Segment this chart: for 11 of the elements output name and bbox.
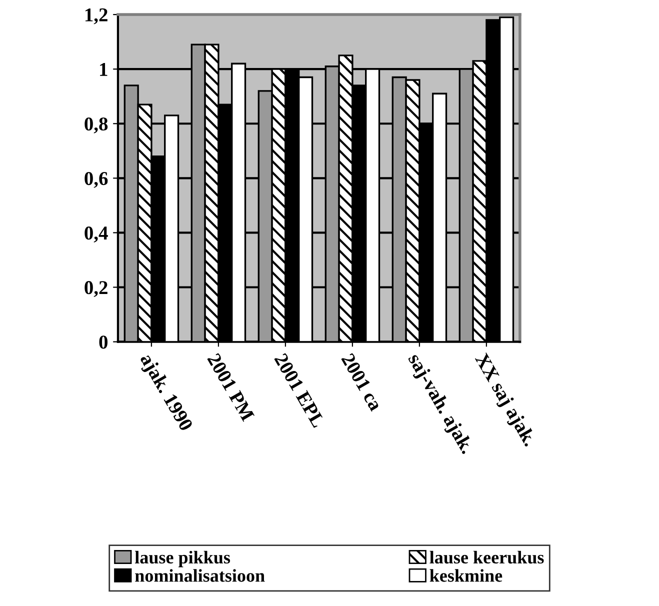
y-tick-label: 0,4 (84, 226, 108, 242)
legend-label: lause keerukus (430, 550, 544, 564)
y-tick-label: 0,8 (84, 117, 108, 134)
legend-label: keskmine (430, 569, 502, 582)
y-tick-label: 0 (99, 336, 108, 349)
y-tick-label: 0,6 (84, 172, 108, 188)
y-tick-label: 1 (100, 62, 108, 76)
legend-label: nominalisatsioon (135, 569, 265, 582)
y-tick-label: 1,2 (85, 8, 108, 24)
legend-label: lause pikkus (134, 550, 230, 568)
y-tick-label: 0,2 (84, 281, 108, 297)
